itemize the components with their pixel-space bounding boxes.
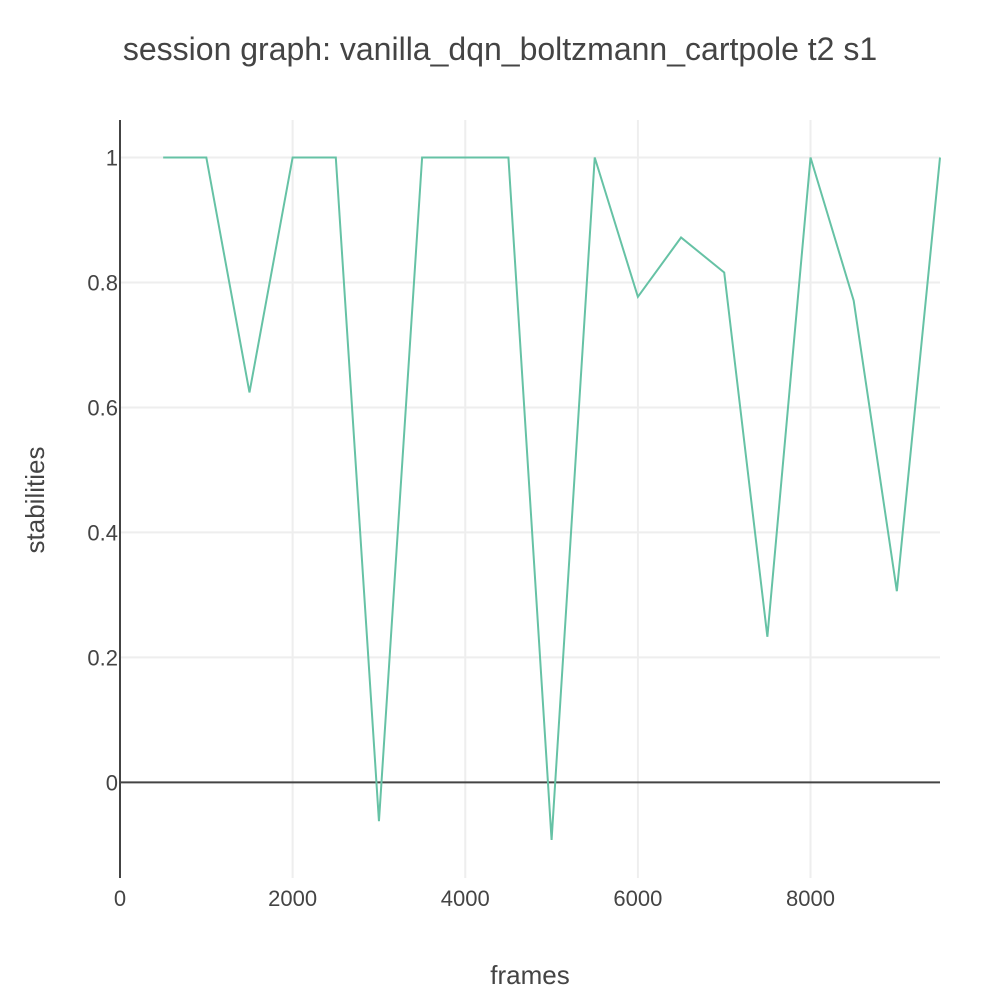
y-tick-label: 0.2 [87, 645, 118, 670]
tick-labels: 0 2000 4000 6000 8000 0 0.2 0.4 0.6 0.8 1 [87, 145, 835, 911]
series-line [163, 156, 941, 840]
x-tick-label: 8000 [786, 886, 835, 911]
y-axis-title: stabilities [20, 447, 50, 554]
x-tick-label: 4000 [441, 886, 490, 911]
x-tick-label: 6000 [613, 886, 662, 911]
y-tick-label: 0 [106, 770, 118, 795]
chart-title: session graph: vanilla_dqn_boltzmann_car… [123, 31, 877, 67]
y-tick-label: 0.8 [87, 270, 118, 295]
axes [119, 120, 940, 878]
y-tick-label: 0.6 [87, 395, 118, 420]
x-axis-title: frames [490, 960, 569, 990]
x-tick-label: 0 [114, 886, 126, 911]
series-layer [163, 156, 941, 840]
x-tick-label: 2000 [268, 886, 317, 911]
y-tick-label: 1 [106, 145, 118, 170]
y-tick-label: 0.4 [87, 520, 118, 545]
grid-lines [120, 120, 940, 878]
